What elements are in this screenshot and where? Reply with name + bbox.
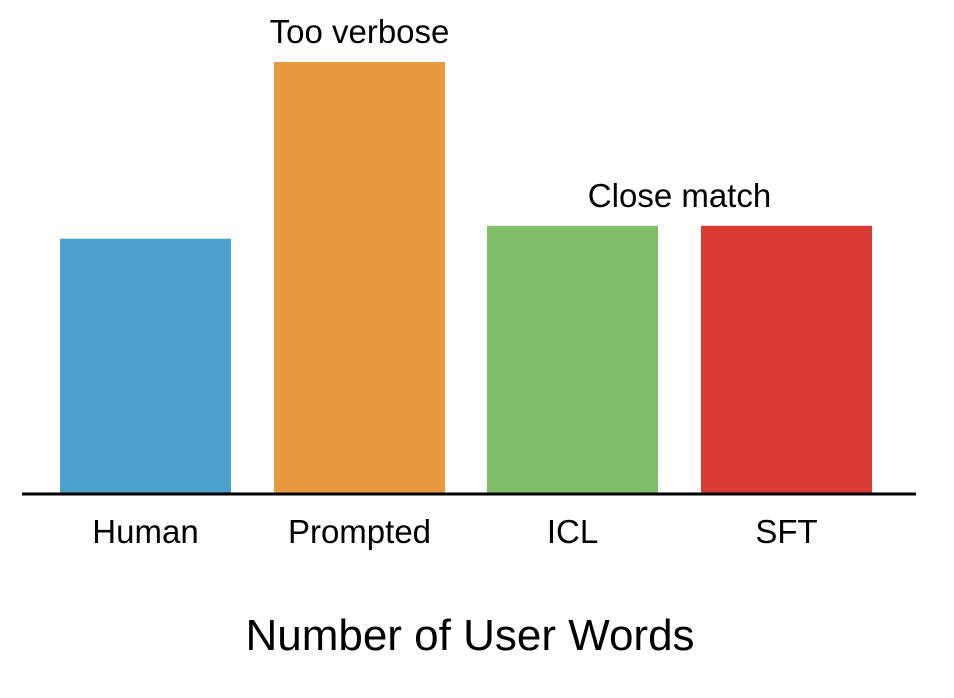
x-tick-label-icl: ICL xyxy=(547,513,598,550)
bar-icl xyxy=(487,225,658,493)
annotations-layer: Too verbose Close match xyxy=(270,13,772,214)
bar-human xyxy=(60,238,231,493)
x-tick-label-sft: SFT xyxy=(755,513,817,550)
bar-sft xyxy=(701,225,872,493)
annotation-label: Too verbose xyxy=(270,13,450,50)
bar-prompted xyxy=(274,62,445,493)
x-axis-title: Number of User Words xyxy=(245,611,694,660)
annotation-label: Close match xyxy=(588,177,771,214)
bars-layer xyxy=(60,62,872,493)
x-tick-label-human: Human xyxy=(92,513,198,550)
x-tick-label-prompted: Prompted xyxy=(288,513,431,550)
x-tick-labels: Human Prompted ICL SFT xyxy=(92,513,817,550)
